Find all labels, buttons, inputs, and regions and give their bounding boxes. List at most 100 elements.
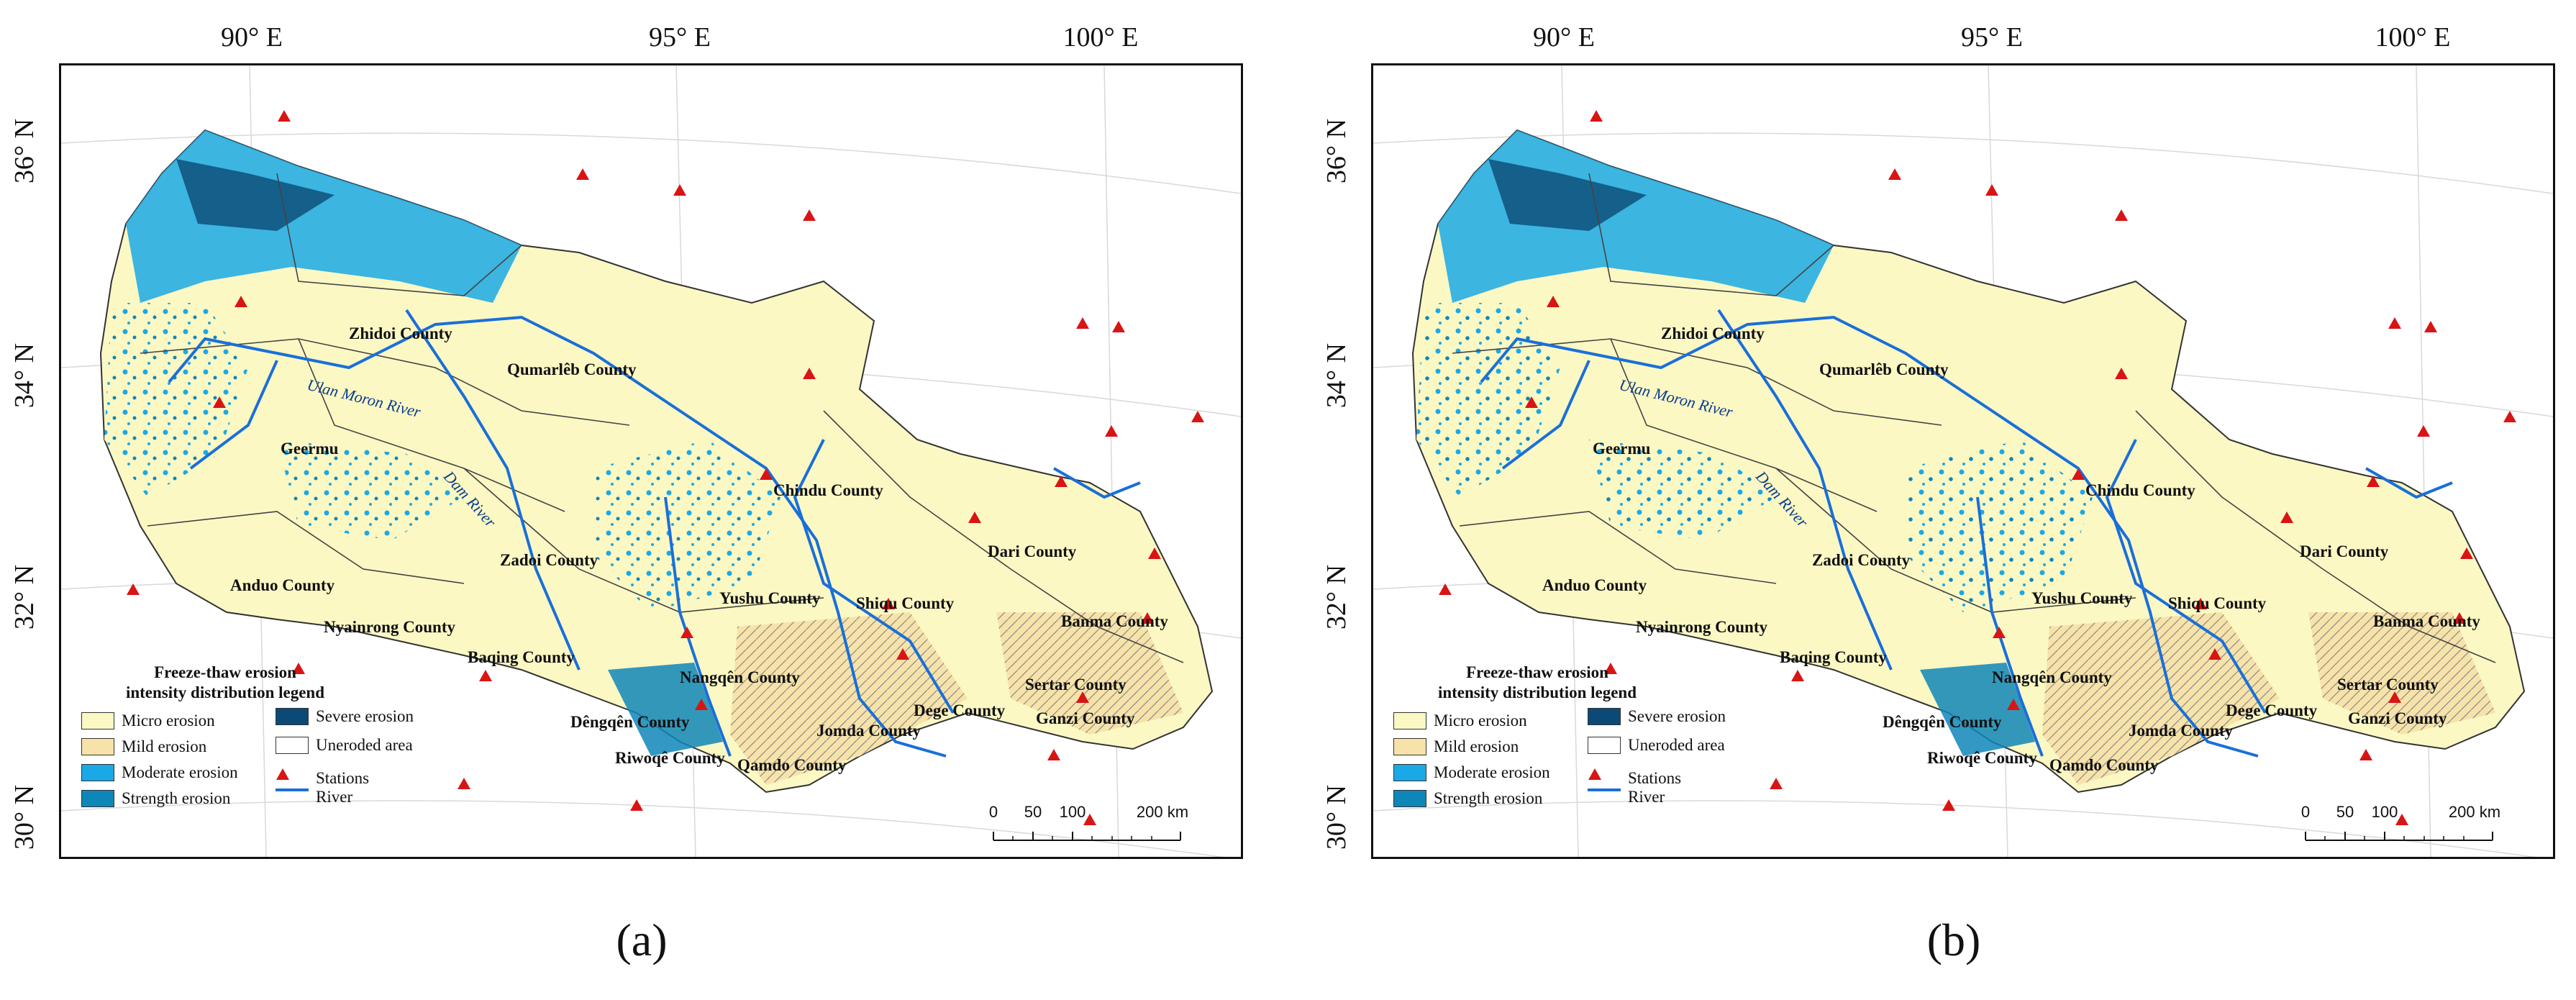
map-legend: Freeze-thaw erosion intensity distributi…	[1393, 663, 1782, 818]
legend-item-strength: Strength erosion	[81, 788, 230, 809]
county-label-sertar: Sertar County	[2337, 676, 2439, 694]
stations-layer	[127, 110, 1204, 825]
swatch-micro	[1393, 712, 1426, 729]
county-label-golmud: Geermu	[1593, 440, 1651, 458]
county-label-shiqu: Shiqu County	[856, 594, 955, 612]
county-label-sertar: Sertar County	[1025, 676, 1127, 694]
severe-zone-north	[176, 159, 334, 231]
map-panel-b: 90° E 95° E 100° E 36° N 34° N 32° N 30°…	[1319, 22, 2557, 965]
county-label-anduo: Anduo County	[1542, 576, 1647, 594]
legend-label-severe: Severe erosion	[316, 707, 414, 725]
county-label-ganzi: Ganzi County	[2348, 709, 2447, 727]
legend-item-severe: Severe erosion	[1588, 706, 1726, 727]
river-line-icon	[276, 788, 309, 806]
scale-tick-200: 200 km	[1136, 803, 1189, 821]
county-label-chindu: Chindu County	[773, 481, 883, 499]
county-label-chindu: Chindu County	[2085, 481, 2195, 499]
legend-item-moderate: Moderate erosion	[1393, 762, 1550, 783]
swatch-micro	[81, 712, 114, 729]
legend-label-micro: Micro erosion	[122, 712, 215, 729]
erosion-speckle-west	[104, 303, 248, 497]
swatch-moderate	[1393, 764, 1426, 781]
county-label-zadoi: Zadoi County	[1812, 551, 1911, 569]
legend-label-uneroded: Uneroded area	[1628, 736, 1725, 754]
county-label-riwoqe: Riwoqê County	[1927, 749, 2037, 767]
scale-bar-graphic	[2305, 832, 2493, 841]
lon-label-95: 95° E	[649, 22, 711, 53]
legend-item-uneroded: Uneroded area	[1588, 735, 1725, 756]
county-label-qamdo: Qamdo County	[2049, 756, 2159, 774]
county-label-darlag: Dari County	[988, 542, 1077, 560]
lat-label-30: 30° N	[1321, 784, 1352, 850]
lat-label-30: 30° N	[9, 784, 40, 850]
legend-title-line2: intensity distribution legend	[1437, 683, 1637, 701]
legend-item-micro: Micro erosion	[1393, 710, 1527, 732]
scale-tick-0: 0	[988, 803, 998, 821]
county-label-darlag: Dari County	[2300, 542, 2389, 560]
severe-zone-north	[1488, 159, 1647, 231]
river-lines	[168, 309, 1141, 758]
legend-label-severe: Severe erosion	[1628, 707, 1726, 725]
scale-bar: 0 50 100 200 km	[986, 803, 1195, 853]
county-label-dengqen: Dêngqên County	[570, 713, 690, 731]
county-label-zhidoi: Zhidoi County	[1661, 324, 1765, 342]
legend-item-mild: Mild erosion	[1393, 736, 1519, 758]
county-label-baqing: Baqing County	[468, 648, 575, 666]
legend-label-strength: Strength erosion	[1434, 789, 1543, 807]
swatch-moderate	[81, 764, 114, 781]
county-label-jomda: Jomda County	[816, 722, 921, 740]
legend-label-mild: Mild erosion	[122, 737, 207, 755]
legend-item-strength: Strength erosion	[1393, 788, 1542, 809]
legend-label-river: River	[1628, 788, 1665, 806]
lat-label-36: 36° N	[9, 118, 40, 184]
lon-label-100: 100° E	[1062, 22, 1139, 53]
scale-tick-100: 100	[1059, 803, 1086, 821]
county-label-golmud: Geermu	[281, 440, 339, 458]
legend-item-river: River	[276, 786, 352, 808]
erosion-speckle-west	[1416, 303, 1560, 497]
county-label-qumarleb: Qumarlêb County	[1819, 360, 1949, 378]
county-label-qumarleb: Qumarlêb County	[507, 360, 637, 378]
legend-label-river: River	[316, 788, 353, 806]
legend-label-mild: Mild erosion	[1434, 737, 1519, 755]
county-label-yushu: Yushu County	[719, 589, 821, 607]
swatch-uneroded	[1588, 737, 1621, 754]
county-label-jomda: Jomda County	[2129, 722, 2234, 740]
legend-label-strength: Strength erosion	[122, 789, 231, 807]
county-label-nangqen: Nangqên County	[1992, 668, 2112, 686]
county-label-banma: Banma County	[1061, 612, 1168, 630]
map-legend: Freeze-thaw erosion intensity distributi…	[81, 663, 470, 818]
station-triangle-icon	[1588, 768, 1621, 787]
lat-label-32: 32° N	[1321, 564, 1352, 630]
county-label-nyainrong: Nyainrong County	[1636, 618, 1767, 636]
scale-tick-0: 0	[2300, 803, 2311, 821]
county-label-baqing: Baqing County	[1780, 648, 1887, 666]
county-label-zhidoi: Zhidoi County	[349, 324, 452, 342]
lat-label-34: 34° N	[9, 342, 40, 409]
erosion-speckle-east	[593, 440, 780, 612]
lon-label-90: 90° E	[221, 22, 283, 53]
legend-item-river: River	[1588, 786, 1665, 808]
legend-item-micro: Micro erosion	[81, 710, 215, 732]
erosion-speckle-east	[1906, 440, 2093, 612]
erosion-map	[61, 65, 1241, 857]
lat-label-32: 32° N	[9, 564, 40, 630]
county-label-yushu: Yushu County	[2031, 589, 2133, 607]
scale-tick-50: 50	[2336, 803, 2354, 821]
legend-item-moderate: Moderate erosion	[81, 762, 238, 783]
panel-label-a: (a)	[616, 914, 668, 965]
lon-label-100: 100° E	[2375, 22, 2451, 53]
legend-label-stations: Stations	[316, 769, 370, 787]
river-line-icon	[1588, 788, 1621, 806]
legend-label-moderate: Moderate erosion	[1434, 763, 1550, 781]
stations-layer	[1439, 110, 2516, 825]
panel-label-b: (b)	[1926, 914, 1981, 965]
erosion-speckle-center	[1589, 440, 1776, 540]
station-triangle-icon	[276, 768, 309, 787]
swatch-mild	[81, 738, 114, 755]
mild-hatch-southeast	[730, 612, 968, 785]
legend-title-line1: Freeze-thaw erosion	[154, 663, 296, 681]
legend-item-stations: Stations	[276, 768, 369, 789]
county-label-qamdo: Qamdo County	[737, 756, 847, 774]
legend-item-mild: Mild erosion	[81, 736, 206, 758]
